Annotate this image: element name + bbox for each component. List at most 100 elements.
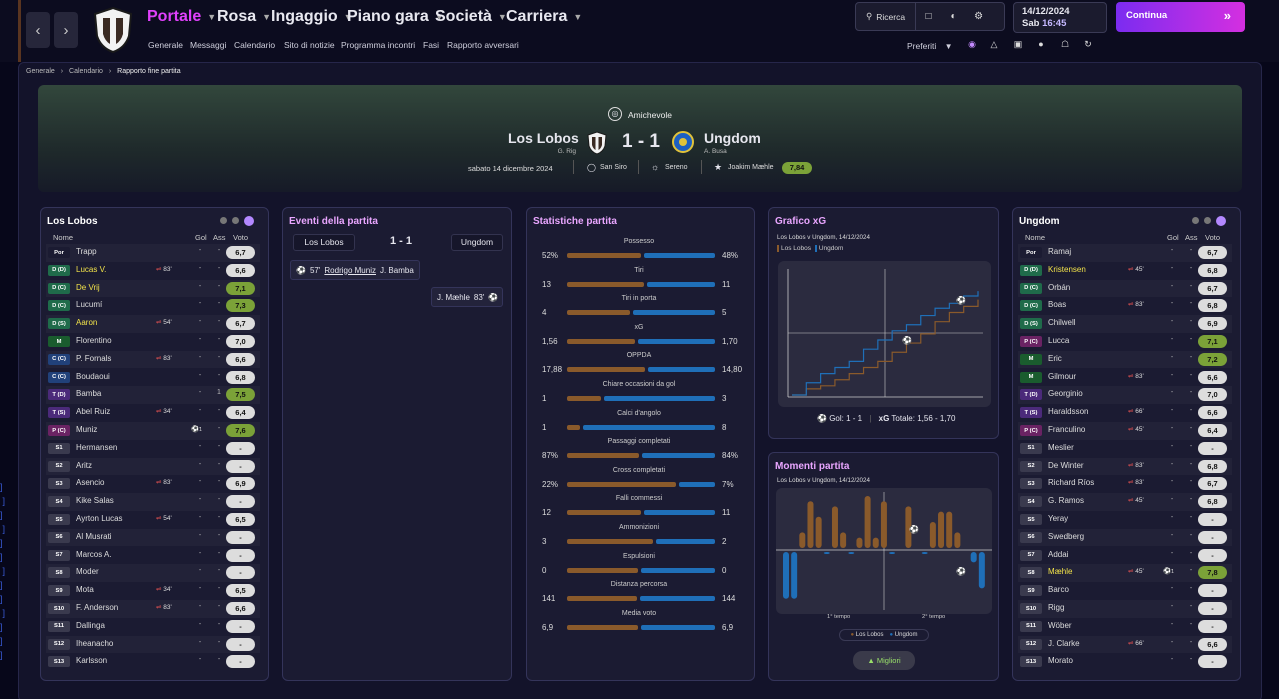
player-name[interactable]: Rigg xyxy=(1048,603,1065,612)
player-row[interactable]: T (S) Abel Ruiz ⇌ 34' - -6,4 xyxy=(46,404,260,422)
player-row[interactable]: S11 Dallinga - - - xyxy=(46,617,260,636)
away-goal-event[interactable]: J. Mæhle 83' ⚽ xyxy=(431,287,503,307)
player-name[interactable]: Franculino xyxy=(1048,425,1086,434)
player-name[interactable]: Boas xyxy=(1048,300,1067,310)
back-button[interactable]: ‹ xyxy=(26,12,50,48)
player-row[interactable]: Por Ramaj - -6,7 xyxy=(1018,244,1232,262)
player-name[interactable]: Gilmour xyxy=(1048,371,1077,381)
player-name[interactable]: Mota xyxy=(76,585,94,595)
player-name[interactable]: Lucumí xyxy=(76,300,103,310)
player-row[interactable]: S9 Mota ⇌ 34' - -6,5 xyxy=(46,582,260,600)
player-row[interactable]: T (S) Haraldsson ⇌ 66' - -6,6 xyxy=(1018,404,1232,422)
player-name[interactable]: Yeray xyxy=(1048,514,1069,523)
player-row[interactable]: D (S) Aaron ⇌ 54' - -6,7 xyxy=(46,315,260,333)
clipboard-icon[interactable]: ▣ xyxy=(1013,39,1023,49)
breadcrumb-generale[interactable]: Generale xyxy=(26,68,55,75)
continue-button[interactable]: Continua» xyxy=(1116,2,1245,32)
refresh-icon[interactable]: ↻ xyxy=(1084,39,1092,49)
player-row[interactable]: S5 Ayrton Lucas ⇌ 54' - -6,5 xyxy=(46,511,260,529)
player-row[interactable]: S10 F. Anderson ⇌ 83' - -6,6 xyxy=(46,600,260,618)
player-name[interactable]: Trapp xyxy=(76,247,97,256)
player-row[interactable]: D (S) Chilwell - -6,9 xyxy=(1018,315,1232,333)
player-name[interactable]: Lucas V. xyxy=(76,264,107,274)
gear-icon[interactable]: ⚙ xyxy=(974,11,984,22)
player-row[interactable]: D (D) Lucas V. ⇌ 83' - -6,6 xyxy=(46,261,260,280)
player-name[interactable]: Florentino xyxy=(76,336,112,345)
player-name[interactable]: Lucca xyxy=(1048,336,1070,345)
submenu-rapporto-avversari[interactable]: Rapporto avversari xyxy=(447,40,519,50)
player-name[interactable]: G. Ramos xyxy=(1048,496,1085,506)
player-row[interactable]: S9 Barco - - - xyxy=(1018,582,1232,600)
submenu-messaggi[interactable]: Messaggi xyxy=(190,40,227,50)
player-name[interactable]: Al Musrati xyxy=(76,531,112,541)
forward-button[interactable]: › xyxy=(54,12,78,48)
player-name[interactable]: Chilwell xyxy=(1048,318,1076,328)
player-name[interactable]: Boudaoui xyxy=(76,371,110,381)
player-row[interactable]: M Eric - -7,2 xyxy=(1018,350,1232,369)
player-name[interactable]: Georginio xyxy=(1048,389,1083,399)
player-name[interactable]: Mæhle xyxy=(1048,567,1073,577)
player-row[interactable]: S3 Asencio ⇌ 83' - -6,9 xyxy=(46,475,260,493)
player-row[interactable]: S7 Addai - - - xyxy=(1018,546,1232,565)
player-row[interactable]: D (C) De Vrij - -7,1 xyxy=(46,279,260,298)
menu-societa[interactable]: Società ▼ xyxy=(435,8,507,25)
player-row[interactable]: S6 Swedberg - - - xyxy=(1018,528,1232,547)
player-name[interactable]: Wöber xyxy=(1048,620,1072,630)
player-row[interactable]: D (D) Kristensen ⇌ 45' - -6,8 xyxy=(1018,261,1232,280)
player-row[interactable]: S3 Richard Ríos ⇌ 83' - -6,7 xyxy=(1018,475,1232,493)
player-name[interactable]: Kike Salas xyxy=(76,496,114,506)
player-row[interactable]: T (D) Georginio - -7,0 xyxy=(1018,386,1232,404)
player-name[interactable]: Karlsson xyxy=(76,656,108,666)
away-team-name[interactable]: Ungdom xyxy=(704,130,761,146)
player-row[interactable]: S8 Moder - - - xyxy=(46,564,260,582)
player-name[interactable]: Hermansen xyxy=(76,442,118,452)
player-row[interactable]: S4 Kike Salas - - - xyxy=(46,493,260,511)
migliori-button[interactable]: ▲ Migliori xyxy=(853,651,915,670)
player-row[interactable]: S5 Yeray - - - xyxy=(1018,511,1232,529)
player-name[interactable]: Aritz xyxy=(76,460,92,470)
submenu-programma-incontri[interactable]: Programma incontri xyxy=(341,40,416,50)
player-row[interactable]: S12 J. Clarke ⇌ 66' - -6,6 xyxy=(1018,635,1232,654)
player-row[interactable]: C (C) Boudaoui - -6,8 xyxy=(46,368,260,387)
player-row[interactable]: M Florentino - -7,0 xyxy=(46,333,260,351)
team-icon[interactable]: ● xyxy=(1038,39,1044,49)
player-name[interactable]: Marcos A. xyxy=(76,549,112,559)
player-row[interactable]: D (C) Lucumí - -7,3 xyxy=(46,297,260,315)
menu-portale[interactable]: Portale ▼ xyxy=(147,8,217,25)
globe-icon[interactable]: ◐ xyxy=(950,11,957,22)
submenu-calendario[interactable]: Calendario xyxy=(234,40,276,50)
player-row[interactable]: S13 Morato - - - xyxy=(1018,653,1232,671)
trophy-icon[interactable]: ☖ xyxy=(1060,39,1070,49)
player-name[interactable]: Meslier xyxy=(1048,442,1074,452)
player-row[interactable]: S10 Rigg - - - xyxy=(1018,600,1232,618)
player-row[interactable]: S1 Meslier - - - xyxy=(1018,439,1232,458)
player-name[interactable]: Orbán xyxy=(1048,282,1071,292)
player-row[interactable]: D (C) Boas ⇌ 83' - -6,8 xyxy=(1018,297,1232,315)
player-name[interactable]: Aaron xyxy=(76,318,98,328)
shirt-icon[interactable]: △ xyxy=(990,39,998,49)
submenu-sito-notizie[interactable]: Sito di notizie xyxy=(284,40,335,50)
submenu-generale[interactable]: Generale xyxy=(148,40,183,50)
player-name[interactable]: De Vrij xyxy=(76,282,100,292)
player-name[interactable]: Dallinga xyxy=(76,620,105,630)
player-row[interactable]: M Gilmour ⇌ 83' - -6,6 xyxy=(1018,368,1232,387)
player-name[interactable]: Haraldsson xyxy=(1048,407,1089,417)
player-name[interactable]: De Winter xyxy=(1048,460,1084,470)
player-row[interactable]: S12 Iheanacho - - - xyxy=(46,635,260,654)
notes-icon[interactable]: □ xyxy=(925,11,932,22)
player-row[interactable]: P (C) Franculino ⇌ 45' - -6,4 xyxy=(1018,422,1232,440)
player-name[interactable]: Morato xyxy=(1048,656,1073,666)
home-team-name[interactable]: Los Lobos xyxy=(508,130,579,146)
search-button[interactable]: ⚲ Ricerca xyxy=(856,3,917,30)
player-row[interactable]: S2 De Winter ⇌ 83' - -6,8 xyxy=(1018,457,1232,476)
player-name[interactable]: Eric xyxy=(1048,353,1062,363)
player-row[interactable]: S1 Hermansen - - - xyxy=(46,439,260,458)
player-name[interactable]: Abel Ruiz xyxy=(76,407,111,417)
player-name[interactable]: Asencio xyxy=(76,478,105,488)
motm-name[interactable]: Joakim Mæhle xyxy=(728,164,774,171)
player-name[interactable]: Moder xyxy=(76,567,99,577)
player-row[interactable]: P (C) Lucca - -7,1 xyxy=(1018,333,1232,351)
club-crest-icon[interactable] xyxy=(92,6,134,54)
chat-icon[interactable]: ◉ xyxy=(968,39,976,49)
player-name[interactable]: Iheanacho xyxy=(76,638,114,648)
